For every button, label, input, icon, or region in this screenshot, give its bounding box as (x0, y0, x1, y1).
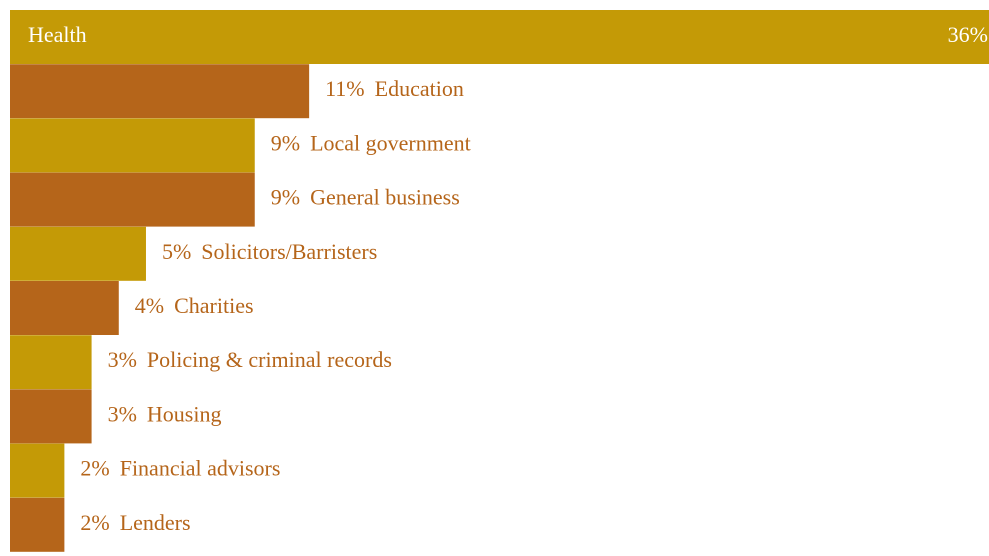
value-label: 9% (271, 185, 300, 210)
bar (10, 281, 119, 335)
bar (10, 172, 255, 227)
category-label: Lenders (120, 510, 191, 535)
category-label: Housing (147, 401, 222, 426)
bar (10, 389, 92, 444)
category-label: General business (310, 185, 460, 210)
value-label: 9% (271, 130, 300, 155)
category-label: Health (28, 22, 87, 47)
value-label: 3% (108, 347, 137, 372)
value-label: 2% (80, 456, 109, 481)
bar (10, 64, 310, 119)
value-label: 36% (948, 22, 988, 47)
category-label: Policing & criminal records (147, 347, 392, 372)
bar (10, 443, 65, 498)
value-label: 4% (135, 293, 164, 318)
value-label: 11% (325, 76, 365, 101)
category-label: Financial advisors (120, 456, 281, 481)
value-label: 5% (162, 239, 191, 264)
category-label: Solicitors/Barristers (201, 239, 377, 264)
bar (10, 497, 65, 552)
bar (10, 10, 989, 64)
bar (10, 335, 92, 390)
category-label: Charities (174, 293, 253, 318)
category-label: Local government (310, 130, 471, 155)
category-label: Education (375, 76, 464, 101)
value-label: 2% (80, 510, 109, 535)
bar (10, 118, 255, 173)
value-label: 3% (108, 401, 137, 426)
bar (10, 226, 146, 281)
